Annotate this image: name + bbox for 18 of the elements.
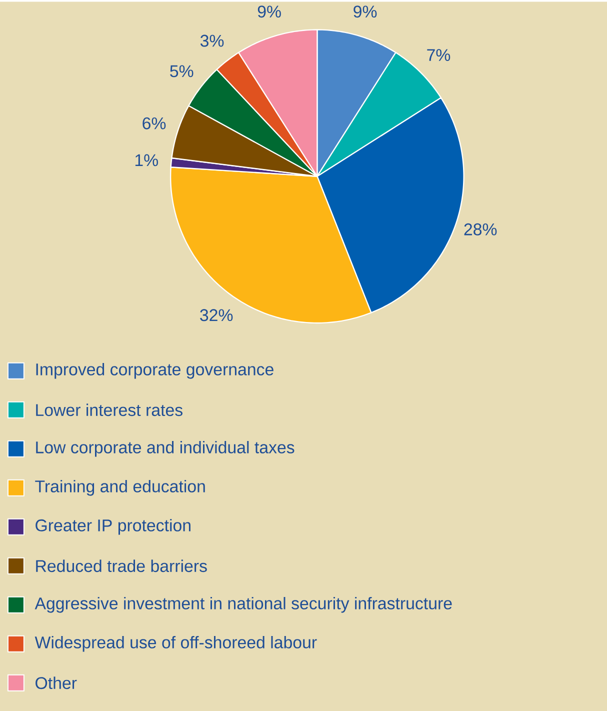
legend-label: Low corporate and individual taxes — [36, 440, 294, 457]
legend-label: Aggressive investment in national security infrastructure — [34, 596, 452, 613]
legend-label: Widespread use of off-shoreed labour — [34, 636, 317, 652]
data-label: 28% — [464, 223, 496, 236]
data-label: 9% — [353, 6, 376, 18]
data-label: 1% — [135, 154, 158, 166]
data-label: 3% — [200, 34, 224, 47]
legend-label: Training and education — [34, 480, 205, 496]
data-label: 6% — [142, 117, 166, 130]
legend-label: Greater IP protection — [35, 518, 190, 535]
data-label: 9% — [258, 6, 281, 18]
data-label: 32% — [200, 309, 232, 322]
data-label: 5% — [170, 65, 194, 78]
legend-label: Reduced trade barriers — [36, 560, 207, 572]
legend-label: Other — [35, 676, 77, 690]
legend-label: Improved corporate governance — [36, 362, 274, 379]
legend-label: Lower interest rates — [36, 404, 182, 416]
data-label: 7% — [426, 49, 450, 61]
